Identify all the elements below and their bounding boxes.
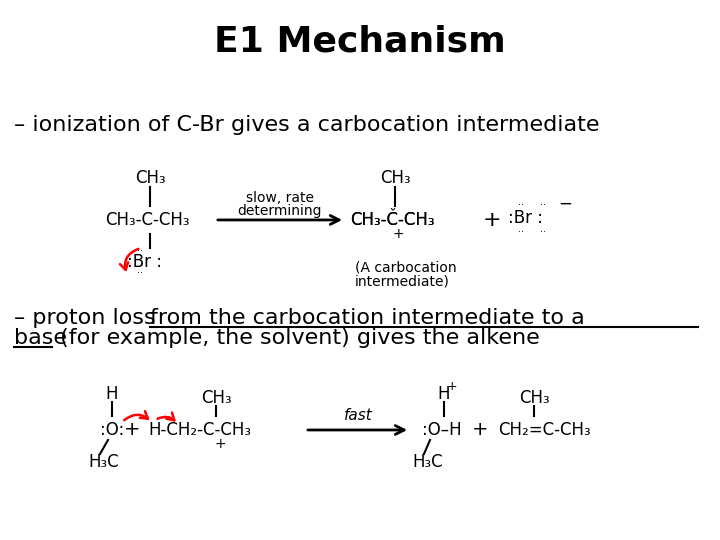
Text: from the carbocation intermediate to a: from the carbocation intermediate to a xyxy=(150,308,585,328)
Text: +: + xyxy=(472,421,488,440)
Text: +: + xyxy=(482,210,501,230)
Text: H-CH₂-C-CH₃: H-CH₂-C-CH₃ xyxy=(148,421,251,439)
Text: intermediate): intermediate) xyxy=(355,275,450,289)
Text: determining: determining xyxy=(238,204,323,218)
Text: ··: ·· xyxy=(137,246,143,256)
Text: CH₃: CH₃ xyxy=(518,389,549,407)
FancyArrowPatch shape xyxy=(124,411,148,420)
FancyArrowPatch shape xyxy=(158,413,174,420)
Text: ··: ·· xyxy=(540,200,546,210)
Text: ··: ·· xyxy=(518,200,524,210)
Text: CH₃: CH₃ xyxy=(379,169,410,187)
Text: CH₃: CH₃ xyxy=(201,389,231,407)
Text: +: + xyxy=(446,381,457,394)
Text: base: base xyxy=(14,328,67,348)
Text: E1 Mechanism: E1 Mechanism xyxy=(214,24,506,58)
Text: ··: ·· xyxy=(518,227,524,237)
Text: H₃C: H₃C xyxy=(412,453,443,471)
Text: H: H xyxy=(438,385,450,403)
Text: slow, rate: slow, rate xyxy=(246,191,314,205)
Text: fast: fast xyxy=(343,408,372,423)
Text: CH₃-Č-CH₃: CH₃-Č-CH₃ xyxy=(350,211,434,229)
Text: +: + xyxy=(214,437,226,451)
Text: H: H xyxy=(106,385,118,403)
Text: H₃C: H₃C xyxy=(88,453,119,471)
Text: – ionization of C-Br gives a carbocation intermediate: – ionization of C-Br gives a carbocation… xyxy=(14,115,600,135)
Text: +: + xyxy=(392,227,404,241)
Text: (for example, the solvent) gives the alkene: (for example, the solvent) gives the alk… xyxy=(53,328,540,348)
Text: (A carbocation: (A carbocation xyxy=(355,261,456,275)
Text: CH₃: CH₃ xyxy=(135,169,166,187)
Text: CH₃-C-CH₃: CH₃-C-CH₃ xyxy=(105,211,189,229)
Text: +: + xyxy=(124,421,140,440)
Text: :Br :: :Br : xyxy=(508,209,543,227)
Text: CH₃-C-CH₃: CH₃-C-CH₃ xyxy=(350,211,434,229)
Text: :O–H: :O–H xyxy=(422,421,462,439)
Text: :O:: :O: xyxy=(100,421,125,439)
FancyArrowPatch shape xyxy=(120,249,138,270)
Text: ··: ·· xyxy=(137,268,143,278)
Text: :Br :: :Br : xyxy=(127,253,162,271)
Text: ··: ·· xyxy=(540,227,546,237)
Text: CH₂=C-CH₃: CH₂=C-CH₃ xyxy=(498,421,590,439)
Text: −: − xyxy=(558,195,572,213)
Text: – proton loss: – proton loss xyxy=(14,308,163,328)
